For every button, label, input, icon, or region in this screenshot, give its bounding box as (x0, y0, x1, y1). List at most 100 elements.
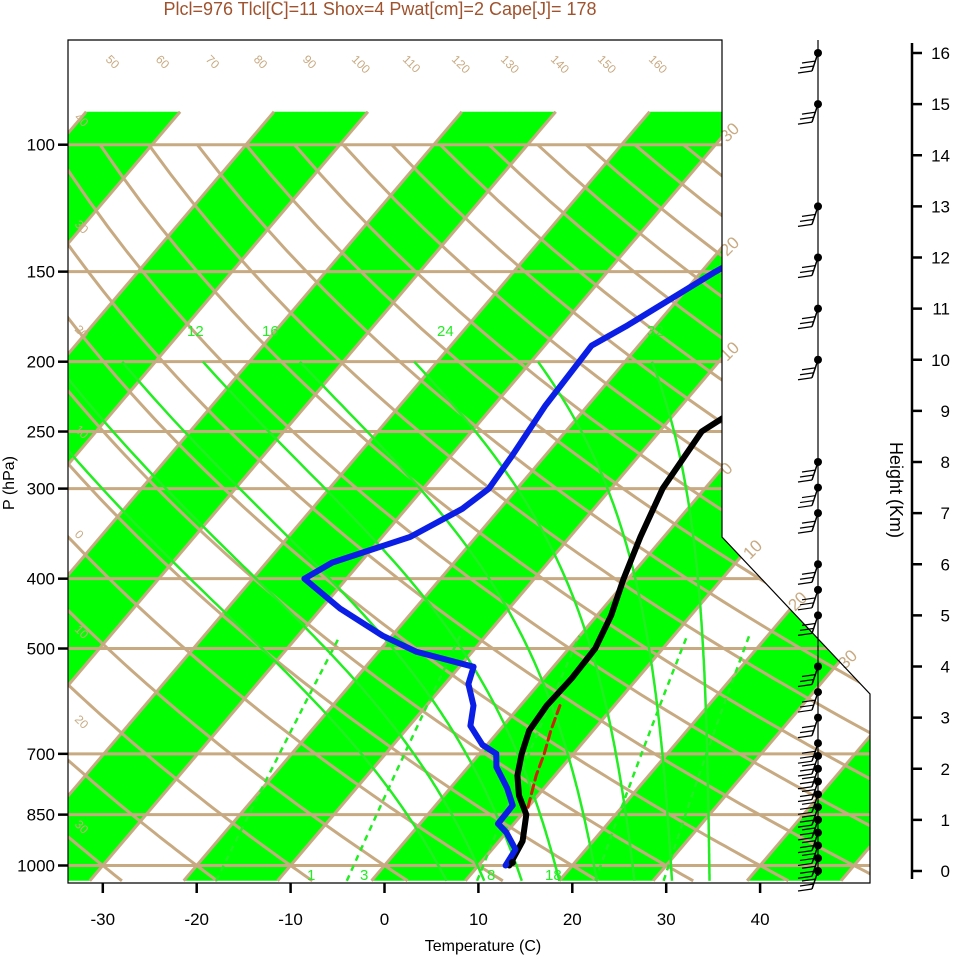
dry-adiabat-label: 60 (153, 52, 173, 72)
wind-barb (797, 308, 819, 330)
y-tick-label: 1000 (17, 857, 55, 876)
moist-adiabat (68, 360, 448, 882)
barb-feather (801, 213, 817, 217)
barb-staff (811, 857, 819, 877)
barb-feather (797, 223, 813, 227)
mixing-ratio-label: 8 (487, 867, 495, 884)
height-tick-label: 6 (941, 555, 950, 574)
wind-barb (797, 52, 819, 74)
barb-feather (799, 781, 815, 785)
moist-adiabat (413, 360, 636, 881)
barb-feather (801, 494, 817, 499)
barb-feather (797, 824, 813, 828)
barb-feather (797, 70, 813, 74)
barb-feather (797, 773, 813, 777)
wind-barb (797, 717, 819, 739)
height-tick-label: 1 (941, 811, 950, 830)
barb-staff (811, 206, 819, 225)
mixing-ratio-label: 18 (545, 867, 562, 884)
barb-feather (799, 806, 815, 810)
height-tick-label: 3 (941, 709, 950, 728)
barb-feather (799, 704, 815, 708)
isotherm-line (88, 110, 745, 882)
isotherm-band (68, 111, 744, 881)
barb-staff (811, 845, 819, 864)
barb-feather (797, 632, 813, 636)
barb-feather (801, 788, 817, 793)
barb-feather (801, 763, 817, 767)
wind-barb (797, 512, 819, 534)
isotherm-line (68, 110, 557, 882)
barb-feather (797, 735, 813, 739)
barb-feather (797, 862, 813, 867)
barb-feather (797, 121, 813, 125)
dry-adiabat (68, 143, 790, 883)
dry-adiabat-label: 50 (103, 52, 123, 72)
mixing-ratio-line (214, 635, 342, 882)
wind-barb (797, 781, 819, 803)
isotherm-line (558, 110, 870, 882)
barb-staff (811, 52, 819, 72)
y-tick-label: 500 (27, 640, 55, 659)
wind-barb (797, 461, 819, 483)
isotherm-label-left: 20 (72, 712, 92, 732)
height-tick-label: 11 (932, 300, 950, 319)
height-tick-label: 15 (931, 95, 950, 114)
barb-staff (811, 742, 819, 762)
barb-feather (799, 793, 815, 798)
dry-adiabat-label: 150 (595, 52, 619, 76)
isotherm-line (68, 110, 182, 882)
moist-adiabat-label: 24 (437, 323, 454, 340)
x-tick-label: 0 (380, 910, 389, 929)
height-tick-label: 8 (941, 453, 950, 472)
wind-barb (797, 794, 819, 815)
y-tick-label: 100 (27, 136, 55, 155)
dry-adiabat (68, 144, 694, 883)
barb-staff (811, 819, 819, 839)
dry-adiabat (0, 145, 27, 881)
barb-feather (799, 870, 815, 874)
isotherm-line (68, 110, 370, 882)
barb-feather (801, 699, 817, 703)
dry-adiabat-label: 160 (646, 52, 670, 76)
wind-barb (797, 589, 819, 611)
barb-feather (797, 479, 813, 483)
barb-staff (811, 806, 819, 826)
barb-feather (799, 857, 815, 862)
axes: -30 -20 -10 0 10 20 30 401001502002503004005007… (17, 39, 871, 929)
x-tick-label: -20 (184, 910, 209, 929)
barb-feather (797, 274, 813, 279)
barb-feather (799, 116, 815, 120)
y-tick-label: 200 (27, 353, 55, 372)
isotherm-label-right: 10 (739, 536, 766, 563)
isotherm-line (68, 110, 463, 882)
height-tick-label: 16 (931, 44, 950, 63)
height-tick-label: 0 (941, 862, 950, 881)
y-tick-label: 250 (27, 423, 55, 442)
x-tick-label: -10 (278, 910, 303, 929)
barb-feather (801, 776, 817, 780)
dry-adiabat-label: 90 (300, 52, 320, 72)
barb-feather (799, 321, 815, 325)
barb-staff (811, 461, 819, 481)
barb-feather (799, 218, 815, 222)
barb-staff (811, 308, 819, 327)
wind-barb (797, 857, 819, 879)
dry-adiabat (244, 143, 870, 883)
barb-feather (797, 504, 813, 509)
barb-feather (801, 571, 817, 575)
barb-feather (801, 60, 817, 64)
barb-feather (799, 65, 815, 69)
moist-adiabat-label: 16 (262, 323, 279, 340)
barb-feather (801, 840, 817, 844)
mixing-ratio-line (662, 635, 751, 882)
barb-feather (801, 520, 817, 524)
barb-feather (799, 730, 815, 734)
height-tick-label: 5 (941, 606, 950, 625)
barb-feather (801, 673, 817, 678)
parcel-path (526, 704, 562, 809)
barb-feather (799, 499, 815, 504)
barb-feather (797, 786, 813, 790)
